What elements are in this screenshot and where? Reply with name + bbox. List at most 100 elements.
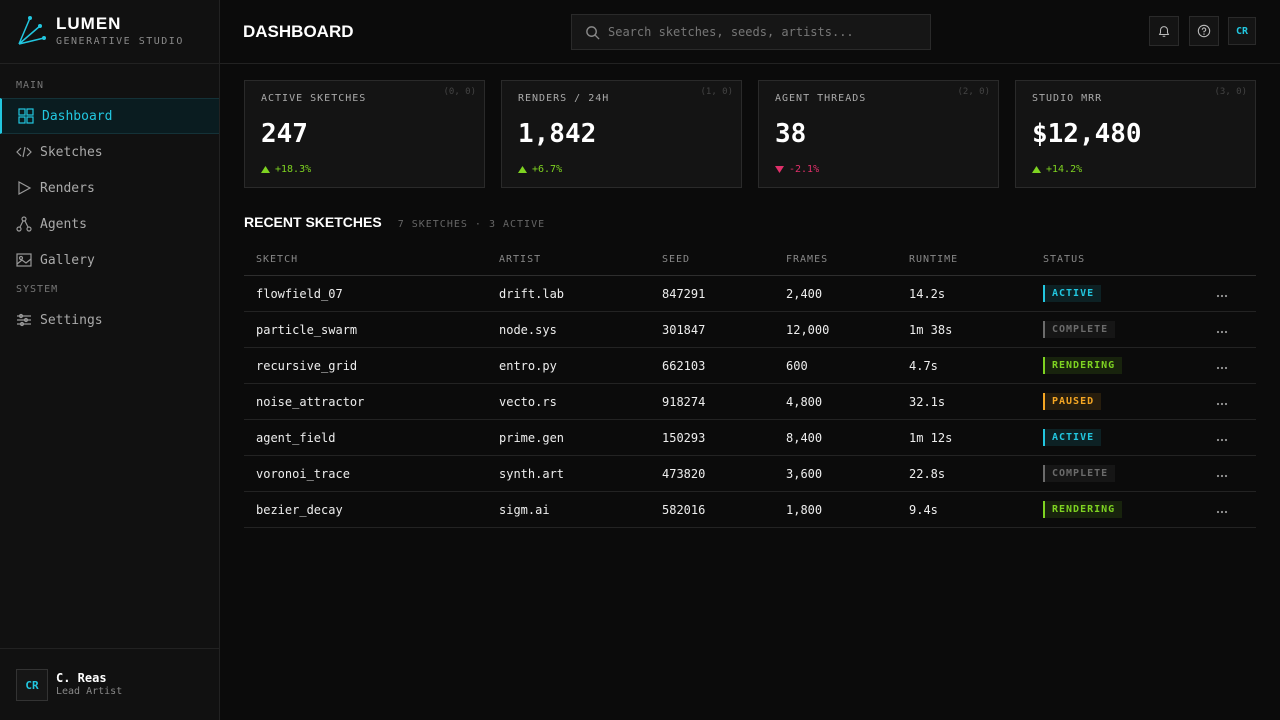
trend-arrow — [775, 166, 784, 173]
menu-dots — [1216, 330, 1228, 333]
status-badge: RENDERING — [1043, 501, 1123, 518]
stat-label: STUDIO MRR — [1032, 93, 1103, 104]
logo — [18, 16, 46, 45]
status-badge: PAUSED — [1043, 393, 1102, 410]
nav-item[interactable]: Dashboard — [0, 98, 219, 134]
cell: 2,400 — [786, 286, 823, 301]
nav-label: Sketches — [40, 144, 103, 160]
table-row[interactable]: bezier_decay sigm.ai 582016 1,800 9.4s RENDER… — [244, 492, 1256, 528]
search-placeholder: Search sketches, seeds, artists... — [608, 25, 854, 39]
table-row[interactable]: recursive_grid entro.py 662103 600 4.7s RENDE… — [244, 348, 1256, 384]
nav: MAIN Dashboard Sketches Renders Agents Galler… — [0, 74, 219, 338]
nav-icon — [18, 180, 32, 196]
status-badge: COMPLETE — [1043, 465, 1116, 482]
user-role: Lead Artist — [56, 686, 123, 697]
user-avatar[interactable]: CR — [16, 669, 48, 701]
cell: particle_swarm — [256, 322, 358, 337]
stat-coord: (0, 0) — [443, 87, 476, 97]
cell: 150293 — [662, 430, 706, 445]
column-header: STATUS — [1043, 253, 1086, 265]
section-summary: 7 SKETCHES · 3 ACTIVE — [397, 219, 546, 230]
status-badge: RENDERING — [1043, 357, 1123, 374]
row-menu[interactable] — [1216, 503, 1256, 517]
nav-item[interactable]: Gallery — [0, 242, 219, 278]
brand-tagline: GENERATIVE STUDIO — [56, 36, 184, 47]
stat-coord: (1, 0) — [700, 87, 733, 97]
cell: sigm.ai — [499, 502, 550, 517]
cell: 22.8s — [909, 466, 946, 481]
cell: 662103 — [662, 358, 706, 373]
cell: entro.py — [499, 358, 557, 373]
cell: flowfield_07 — [256, 286, 343, 301]
menu-dots — [1216, 402, 1228, 405]
menu-dots — [1216, 438, 1228, 441]
status-cell: RENDERING — [1043, 357, 1216, 374]
table-row[interactable]: agent_field prime.gen 150293 8,400 1m 12s ACT… — [244, 420, 1256, 456]
nav-label: Settings — [40, 312, 103, 328]
row-menu[interactable] — [1216, 323, 1256, 337]
row-menu[interactable] — [1216, 359, 1256, 373]
nav-icon — [17, 313, 31, 327]
nav-icon — [18, 108, 34, 124]
menu-dots — [1216, 366, 1228, 369]
stat-value: 1,842 — [518, 119, 597, 149]
row-menu[interactable] — [1216, 287, 1256, 301]
table-row[interactable]: voronoi_trace synth.art 473820 3,600 22.8s CO… — [244, 456, 1256, 492]
row-menu[interactable] — [1216, 395, 1256, 409]
nav-item[interactable]: Settings — [0, 302, 219, 338]
stat-delta: +14.2% — [1032, 164, 1082, 175]
cell: 847291 — [662, 286, 706, 301]
table-row[interactable]: flowfield_07 drift.lab 847291 2,400 14.2s ACT… — [244, 276, 1256, 312]
delta-text: -2.1% — [789, 164, 820, 175]
user: CR C. Reas Lead Artist — [0, 648, 219, 720]
column-header: RUNTIME — [909, 253, 959, 265]
cell: recursive_grid — [256, 358, 358, 373]
cell: noise_attractor — [256, 394, 365, 409]
row-menu[interactable] — [1216, 467, 1256, 481]
row-menu[interactable] — [1216, 431, 1256, 445]
stat-label: AGENT THREADS — [775, 93, 867, 104]
cell: node.sys — [499, 322, 557, 337]
table-row[interactable]: particle_swarm node.sys 301847 12,000 1m 38s… — [244, 312, 1256, 348]
header-avatar[interactable]: CR — [1228, 17, 1256, 45]
status-cell: ACTIVE — [1043, 285, 1216, 302]
brand-name: LUMEN — [56, 14, 122, 33]
cell: 4.7s — [909, 358, 938, 373]
nav-section-label: MAIN — [16, 80, 45, 91]
delta-text: +6.7% — [532, 164, 563, 175]
notifications[interactable] — [1149, 16, 1179, 46]
delta-text: +14.2% — [1046, 164, 1083, 175]
status-cell: COMPLETE — [1043, 465, 1216, 482]
user-name: C. Reas — [56, 671, 107, 685]
sketch-table: SKETCH ARTIST SEED FRAMES RUNTIME STATUS flowf… — [244, 243, 1256, 528]
topbar: DASHBOARD Search sketches, seeds, artist… — [220, 0, 1280, 64]
help[interactable] — [1189, 16, 1219, 46]
stat-label: RENDERS / 24H — [518, 93, 610, 104]
nav-item[interactable]: Renders — [0, 170, 219, 206]
table-row[interactable]: noise_attractor vecto.rs 918274 4,800 32.1s P… — [244, 384, 1256, 420]
nav-item[interactable]: Agents — [0, 206, 219, 242]
search[interactable]: Search sketches, seeds, artists... — [571, 14, 931, 50]
cell: 918274 — [662, 394, 706, 409]
nav-item[interactable]: Sketches — [0, 134, 219, 170]
menu-dots — [1216, 474, 1228, 477]
stat-delta: -2.1% — [775, 164, 819, 175]
cell: 301847 — [662, 322, 706, 337]
nav-label: Gallery — [40, 252, 95, 268]
cell: 1,800 — [786, 502, 823, 517]
nav-icon — [16, 253, 32, 267]
cell: 8,400 — [786, 430, 823, 445]
cell: voronoi_trace — [256, 466, 350, 481]
stat-card: RENDERS / 24H (1, 0) 1,842 +6.7% — [501, 80, 742, 188]
stat-value: 247 — [261, 119, 308, 149]
stat-coord: (3, 0) — [1214, 87, 1247, 97]
status-badge: COMPLETE — [1043, 321, 1116, 338]
recent-heading: RECENT SKETCHES 7 SKETCHES · 3 ACTIVE — [244, 214, 545, 230]
delta-text: +18.3% — [275, 164, 312, 175]
section-title: RECENT SKETCHES — [244, 214, 382, 230]
search-icon — [586, 25, 600, 40]
stat-card: AGENT THREADS (2, 0) 38 -2.1% — [758, 80, 999, 188]
table-header: SKETCH ARTIST SEED FRAMES RUNTIME STATUS — [244, 243, 1256, 276]
